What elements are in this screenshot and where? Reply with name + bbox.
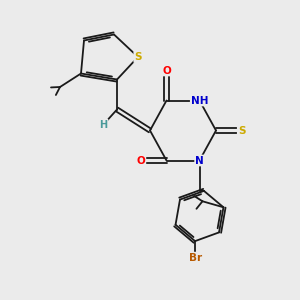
- Text: S: S: [238, 125, 245, 136]
- Text: S: S: [134, 52, 142, 62]
- Text: Br: Br: [188, 253, 202, 262]
- Text: H: H: [99, 119, 108, 130]
- Text: O: O: [136, 155, 146, 166]
- Text: O: O: [162, 65, 171, 76]
- Text: NH: NH: [191, 95, 208, 106]
- Text: N: N: [195, 155, 204, 166]
